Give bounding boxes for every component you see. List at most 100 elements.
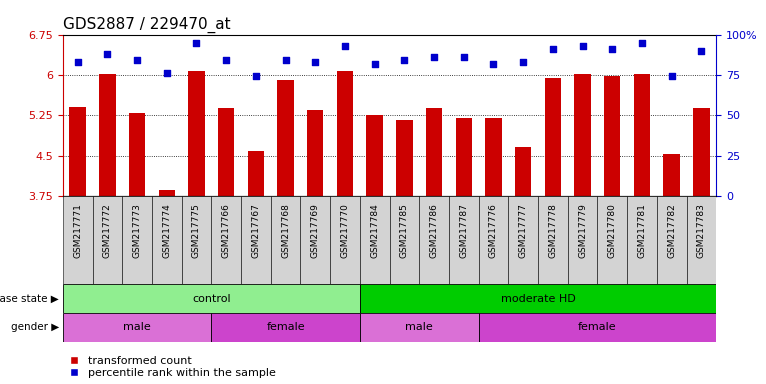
Bar [574,74,591,196]
Bar [426,108,442,196]
Point [517,59,529,65]
FancyBboxPatch shape [270,196,300,284]
Point [368,61,381,67]
FancyBboxPatch shape [241,196,270,284]
FancyBboxPatch shape [63,313,211,342]
Text: GSM217775: GSM217775 [192,203,201,258]
FancyBboxPatch shape [63,284,360,313]
Text: GSM217787: GSM217787 [460,203,468,258]
Bar [247,151,264,196]
Bar [188,71,205,196]
FancyBboxPatch shape [627,196,656,284]
FancyBboxPatch shape [538,196,568,284]
FancyBboxPatch shape [300,196,330,284]
Point [161,70,173,76]
Point [131,57,143,63]
Point [577,43,589,49]
FancyBboxPatch shape [479,196,509,284]
Text: moderate HD: moderate HD [501,293,575,304]
FancyBboxPatch shape [360,313,479,342]
Point [280,57,292,63]
Text: GSM217773: GSM217773 [133,203,142,258]
Point [101,51,113,57]
FancyBboxPatch shape [330,196,360,284]
Bar [277,80,293,196]
Legend: transformed count, percentile rank within the sample: transformed count, percentile rank withi… [68,356,277,379]
Point [428,54,440,60]
Text: GSM217766: GSM217766 [221,203,231,258]
Bar [70,107,86,196]
FancyBboxPatch shape [182,196,211,284]
FancyBboxPatch shape [360,196,390,284]
Point [250,73,262,79]
Text: male: male [123,322,151,333]
Text: disease state ▶: disease state ▶ [0,293,59,304]
Point [309,59,322,65]
Text: GSM217767: GSM217767 [251,203,260,258]
Text: GSM217776: GSM217776 [489,203,498,258]
Point [666,73,678,79]
FancyBboxPatch shape [211,196,241,284]
Point [696,48,708,54]
FancyBboxPatch shape [63,196,93,284]
Text: GSM217774: GSM217774 [162,203,172,258]
Bar [545,78,561,196]
FancyBboxPatch shape [419,196,449,284]
FancyBboxPatch shape [509,196,538,284]
Text: GSM217786: GSM217786 [430,203,439,258]
Bar [99,74,116,196]
Text: GSM217772: GSM217772 [103,203,112,258]
Point [71,59,83,65]
Bar [366,115,383,196]
Text: GSM217768: GSM217768 [281,203,290,258]
Point [398,57,411,63]
Bar [693,108,709,196]
Bar [337,71,353,196]
Bar [218,108,234,196]
FancyBboxPatch shape [597,196,627,284]
Point [339,43,351,49]
Point [606,46,618,52]
Bar [515,147,532,196]
FancyBboxPatch shape [479,313,716,342]
Text: GSM217784: GSM217784 [370,203,379,258]
Text: GSM217785: GSM217785 [400,203,409,258]
Text: GSM217782: GSM217782 [667,203,676,258]
FancyBboxPatch shape [390,196,419,284]
Text: GSM217778: GSM217778 [548,203,558,258]
FancyBboxPatch shape [360,284,716,313]
FancyBboxPatch shape [123,196,152,284]
FancyBboxPatch shape [152,196,182,284]
FancyBboxPatch shape [656,196,686,284]
FancyBboxPatch shape [211,313,360,342]
Point [487,61,499,67]
FancyBboxPatch shape [686,196,716,284]
Text: GSM217777: GSM217777 [519,203,528,258]
Text: female: female [578,322,617,333]
Text: female: female [267,322,305,333]
Point [457,54,470,60]
Text: GSM217781: GSM217781 [637,203,647,258]
FancyBboxPatch shape [93,196,123,284]
Text: GSM217779: GSM217779 [578,203,587,258]
Bar [486,118,502,196]
Text: GSM217783: GSM217783 [697,203,705,258]
Point [636,40,648,46]
Text: male: male [405,322,433,333]
Bar [159,190,175,196]
Bar [663,154,680,196]
Bar [129,113,146,196]
Point [220,57,232,63]
Point [190,40,202,46]
Point [547,46,559,52]
Bar [633,74,650,196]
Text: gender ▶: gender ▶ [11,322,59,333]
Bar [396,119,413,196]
FancyBboxPatch shape [568,196,597,284]
Text: GSM217769: GSM217769 [311,203,319,258]
FancyBboxPatch shape [449,196,479,284]
Bar [456,118,472,196]
Text: control: control [192,293,231,304]
Text: GDS2887 / 229470_at: GDS2887 / 229470_at [63,17,231,33]
Text: GSM217770: GSM217770 [340,203,349,258]
